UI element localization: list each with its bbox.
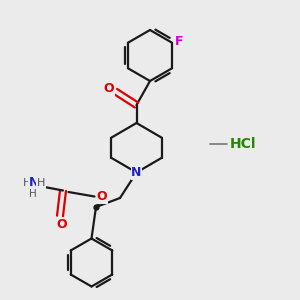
- Text: HCl: HCl: [230, 137, 256, 151]
- Text: N: N: [131, 166, 142, 179]
- Text: N: N: [29, 176, 39, 190]
- Text: H: H: [37, 178, 45, 188]
- Text: O: O: [97, 190, 107, 203]
- Text: O: O: [103, 82, 114, 95]
- Text: H: H: [23, 178, 31, 188]
- Text: F: F: [175, 35, 184, 48]
- Text: H: H: [29, 189, 37, 200]
- Text: O: O: [56, 218, 67, 231]
